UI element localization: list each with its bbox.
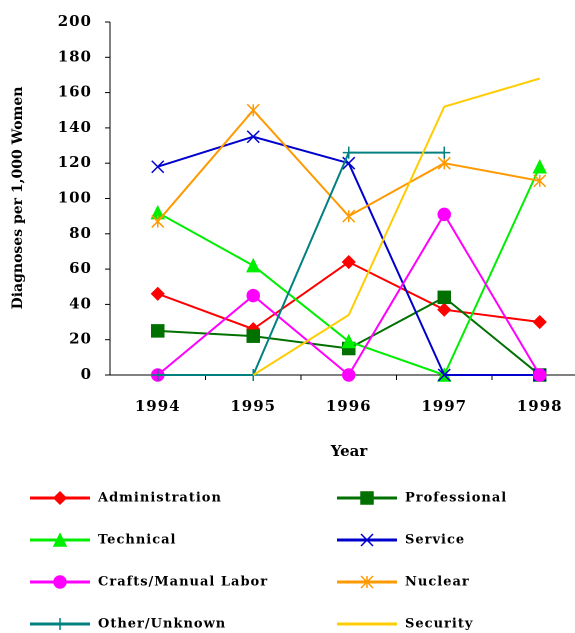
legend-marker [52, 532, 68, 547]
data-point [437, 156, 451, 170]
data-point [151, 369, 164, 381]
data-point [532, 314, 547, 330]
data-point [437, 290, 451, 305]
legend-label: Crafts/Manual Labor [98, 575, 268, 590]
y-tick-label: 60 [69, 259, 92, 277]
legend-label: Service [405, 533, 465, 548]
x-tick-label: 1998 [517, 397, 563, 415]
data-point [342, 368, 356, 382]
legend-marker [360, 491, 374, 505]
data-point [342, 146, 355, 159]
legend-marker [54, 618, 66, 630]
x-tick-label: 1995 [230, 397, 276, 415]
x-axis-title: Year [330, 442, 369, 460]
data-point [150, 286, 165, 301]
y-axis-title: Diagnoses per 1,000 Women [10, 87, 26, 310]
data-point [437, 207, 451, 222]
legend-marker [360, 575, 374, 589]
data-point [437, 302, 452, 317]
y-tick-label: 140 [58, 118, 92, 136]
y-tick-label: 20 [69, 330, 92, 348]
data-point [246, 130, 260, 144]
data-point [437, 368, 451, 382]
x-tick-label: 1996 [326, 397, 372, 415]
data-point [341, 333, 356, 349]
y-tick-label: 40 [69, 294, 92, 312]
x-tick-label: 1997 [421, 397, 467, 415]
legend-label: Other/Unknown [98, 617, 226, 632]
data-point [438, 146, 451, 159]
y-tick-label: 80 [69, 224, 92, 242]
data-point [342, 209, 356, 223]
y-tick-label: 0 [81, 365, 92, 383]
x-tick-label: 1994 [135, 397, 181, 415]
legend-marker [52, 490, 68, 506]
data-point [151, 324, 165, 338]
series-line [157, 151, 445, 376]
series-line [252, 77, 541, 376]
data-point [246, 329, 260, 343]
data-point [246, 257, 261, 273]
series-line [157, 260, 540, 331]
data-point [341, 254, 356, 270]
y-tick-label: 160 [58, 83, 92, 101]
legend-label: Professional [405, 491, 507, 506]
data-point [151, 160, 165, 174]
data-point [533, 368, 547, 382]
y-tick-label: 100 [58, 189, 92, 207]
data-point [151, 214, 165, 228]
y-tick-label: 120 [58, 153, 92, 171]
legend-marker [53, 575, 67, 589]
series-line [156, 108, 540, 223]
data-point [532, 159, 547, 174]
data-point [533, 174, 547, 188]
legend-label: Security [405, 617, 473, 632]
legend-label: Administration [97, 491, 222, 506]
legend-label: Nuclear [405, 575, 470, 590]
y-tick-label: 180 [58, 47, 92, 65]
data-point [342, 156, 356, 170]
data-point [246, 103, 260, 117]
y-tick-label: 200 [58, 12, 92, 30]
data-point [246, 288, 260, 303]
legend-label: Technical [98, 533, 177, 548]
legend-marker [360, 533, 374, 547]
